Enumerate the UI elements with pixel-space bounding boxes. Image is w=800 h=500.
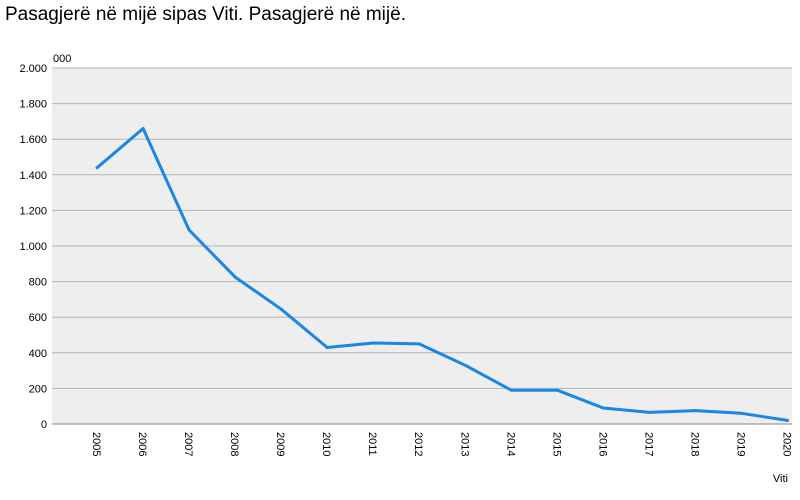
x-tick-label: 2017	[642, 432, 654, 456]
y-tick-label: 600	[29, 312, 47, 324]
x-tick-label: 2016	[596, 432, 608, 456]
chart-title: Pasagjerë në mijë sipas Viti. Pasagjerë …	[5, 4, 406, 25]
y-tick-label: 2.000	[19, 63, 47, 75]
y-axis-ticks: 0 200 400 600 800 1.000 1.200 1.400 1.600 1.800 2.…	[19, 63, 47, 431]
data-point	[325, 345, 329, 349]
data-point	[279, 307, 283, 311]
x-tick-label: 2009	[274, 432, 286, 456]
data-points	[95, 127, 789, 422]
data-point	[371, 341, 375, 345]
y-tick-label: 1.600	[19, 134, 47, 146]
x-tick-label: 2010	[320, 432, 332, 456]
x-axis-ticks: 2005 2006 2007 2008 2009 2010 2011 2012 2013 2014…	[90, 432, 792, 456]
y-unit-label: 000	[53, 53, 71, 65]
y-tick-label: 0	[41, 419, 47, 431]
x-tick-label: 2018	[688, 432, 700, 456]
grid-lines	[52, 67, 792, 425]
data-point	[739, 411, 743, 415]
x-tick-label: 2005	[90, 432, 102, 456]
x-tick-label: 2019	[734, 432, 746, 456]
y-tick-label: 1.400	[19, 170, 47, 182]
data-point	[601, 406, 605, 410]
x-tick-label: 2007	[182, 432, 194, 456]
data-point	[785, 418, 789, 422]
data-point	[187, 228, 191, 232]
x-axis-label: Viti	[773, 473, 788, 485]
data-point	[95, 166, 99, 170]
y-tick-label: 1.200	[19, 205, 47, 217]
data-point	[463, 363, 467, 367]
data-point	[647, 410, 651, 414]
x-tick-label: 2011	[366, 432, 378, 456]
series-line	[95, 127, 789, 422]
y-tick-label: 800	[29, 277, 47, 289]
x-tick-label: 2014	[504, 432, 516, 456]
x-tick-label: 2008	[228, 432, 240, 456]
data-point	[233, 275, 237, 279]
x-tick-label: 2015	[550, 432, 562, 456]
x-tick-label: 2013	[458, 432, 470, 456]
x-tick-label: 2006	[136, 432, 148, 456]
x-tick-label: 2012	[412, 432, 424, 456]
x-tick-label: 2020	[780, 432, 792, 456]
data-point	[141, 127, 145, 131]
y-tick-label: 1.000	[19, 241, 47, 253]
data-point	[693, 409, 697, 413]
y-tick-label: 400	[29, 348, 47, 360]
data-point	[555, 388, 559, 392]
data-point	[417, 342, 421, 346]
data-point	[509, 388, 513, 392]
y-tick-label: 200	[29, 383, 47, 395]
y-tick-label: 1.800	[19, 99, 47, 111]
